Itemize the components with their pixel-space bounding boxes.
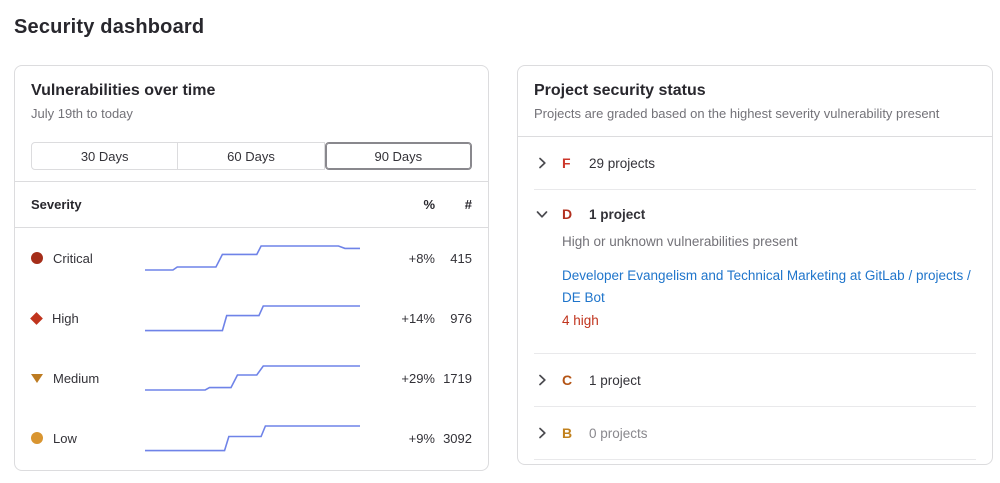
trend-percent: +29% [401, 370, 435, 386]
severity-row: Medium +29% 1719 [15, 348, 488, 408]
severity-row: Critical +8% 415 [15, 228, 488, 288]
severity-row: Low +9% 3092 [15, 408, 488, 468]
chevron-down-icon [536, 211, 548, 218]
grade-project-count: 1 project [589, 206, 646, 222]
grade-row-c: C 1 project [534, 354, 976, 408]
project-link[interactable]: Developer Evangelism and Technical Marke… [562, 268, 971, 305]
vulnerability-count: 3092 [443, 430, 472, 446]
trend-percent: +8% [408, 250, 435, 266]
grade-accordion-button[interactable]: D 1 project [534, 190, 976, 232]
day-filter-group: 30 Days 60 Days 90 Days [31, 142, 472, 170]
vulnerabilities-card-header: Vulnerabilities over time July 19th to t… [15, 66, 488, 170]
chevron-right-icon [539, 375, 546, 386]
grade-project-count: 29 projects [589, 155, 656, 171]
trend-percent: +9% [408, 430, 435, 446]
grade-description: High or unknown vulnerabilities present [562, 234, 798, 249]
vulnerability-count: 415 [450, 250, 472, 266]
chevron-right-icon [539, 157, 546, 169]
day-filter-30-days[interactable]: 30 Days [31, 142, 179, 170]
severity-row: High +14% 976 [15, 288, 488, 348]
grade-row-f: F 29 projects [534, 137, 976, 190]
vulnerability-sparkline [145, 243, 360, 273]
page-title: Security dashboard [14, 16, 205, 38]
grade-row-d: D 1 project High or unknown vulnerabilit… [534, 190, 976, 355]
grade-list: F 29 projects D 1 project High or unknow… [518, 137, 992, 464]
vulnerability-count: 1719 [443, 370, 472, 386]
grade-letter: C [562, 372, 573, 389]
vulnerability-sparkline [145, 363, 360, 393]
vulnerability-summary: 4 high [562, 313, 599, 329]
status-card-header: Project security status Projects are gra… [518, 66, 992, 121]
grade-letter: D [562, 206, 573, 222]
grade-accordion-button[interactable]: A 12 projects [534, 460, 976, 464]
medium-severity-icon [31, 373, 43, 383]
date-range-label: July 19th to today [31, 106, 133, 121]
severity-column-header: Severity [31, 197, 82, 212]
grade-letter: F [562, 155, 571, 171]
grade-accordion-button[interactable]: B 0 projects [534, 407, 976, 459]
vulnerabilities-over-time-card: Vulnerabilities over time July 19th to t… [14, 65, 489, 471]
low-severity-icon [31, 432, 43, 444]
grade-letter: B [562, 425, 573, 442]
vulnerabilities-card-title: Vulnerabilities over time [31, 82, 216, 99]
high-severity-icon [30, 311, 43, 325]
severity-label: Low [53, 430, 77, 446]
grade-accordion-button[interactable]: F 29 projects [534, 137, 976, 189]
severity-label: Critical [53, 250, 93, 266]
chevron-right-icon [539, 428, 546, 439]
percent-column-header: % [423, 197, 435, 212]
severity-label: High [52, 310, 79, 326]
status-card-subtitle: Projects are graded based on the highest… [534, 106, 940, 121]
grade-expanded-body: High or unknown vulnerabilities present D… [534, 234, 976, 353]
grade-project-count: 1 project [589, 372, 641, 388]
vulnerability-sparkline [145, 423, 360, 453]
grade-accordion-button[interactable]: C 1 project [534, 354, 976, 406]
trend-percent: +14% [401, 310, 435, 326]
grade-project-count: 0 projects [589, 425, 648, 441]
critical-severity-icon [31, 252, 43, 264]
day-filter-90-days[interactable]: 90 Days [324, 142, 472, 170]
header-divider [518, 136, 992, 137]
dashboard-panels: Vulnerabilities over time July 19th to t… [14, 65, 993, 471]
count-column-header: # [464, 197, 472, 212]
project-security-status-card: Project security status Projects are gra… [517, 65, 993, 465]
security-dashboard-page: Security dashboard Vulnerabilities over … [14, 16, 993, 471]
severity-rows: Critical +8% 415 High +14% 976 Medium +2… [15, 228, 488, 468]
severity-label: Medium [53, 370, 100, 386]
grade-row-a: A 12 projects [534, 460, 976, 464]
grade-row-b: B 0 projects [534, 407, 976, 461]
severity-table-header: Severity % # [15, 181, 488, 228]
vulnerability-sparkline [145, 303, 360, 333]
day-filter-60-days[interactable]: 60 Days [178, 142, 325, 170]
status-card-title: Project security status [534, 82, 706, 99]
vulnerability-count: 976 [450, 310, 472, 326]
